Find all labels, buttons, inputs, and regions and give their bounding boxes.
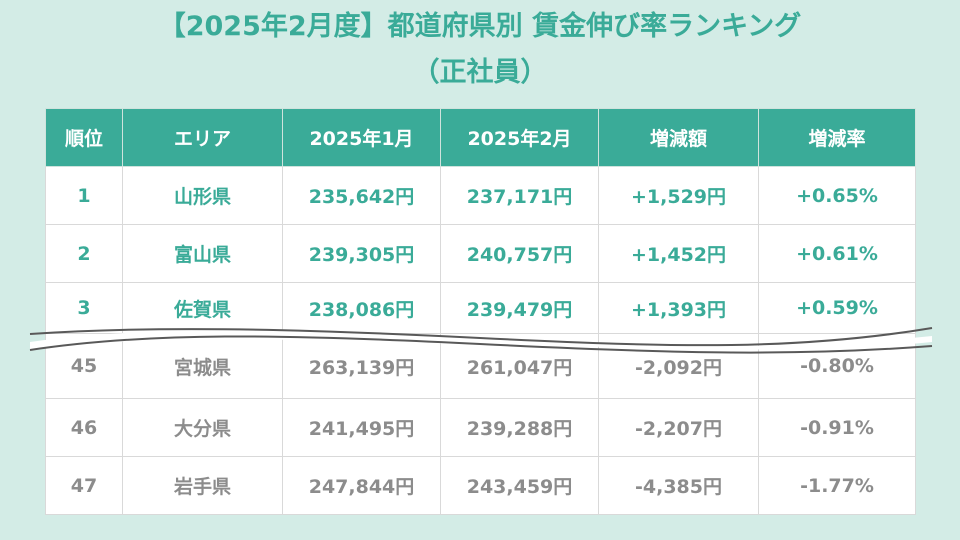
cell-area: 宮城県 [122, 333, 283, 399]
cell-area: 山形県 [122, 166, 283, 225]
table-row: 2 富山県 239,305円 240,757円 +1,452円 +0.61% [45, 224, 916, 283]
cell-rank: 3 [45, 282, 123, 334]
table-row: 45 宮城県 263,139円 261,047円 -2,092円 -0.80% [45, 333, 916, 399]
cell-change-rate: +0.65% [758, 166, 916, 225]
cell-change-amount: +1,452円 [598, 224, 759, 283]
cell-feb: 240,757円 [440, 224, 599, 283]
cell-rank: 2 [45, 224, 123, 283]
table-header-row: 順位 エリア 2025年1月 2025年2月 増減額 増減率 [45, 108, 916, 167]
cell-feb: 239,288円 [440, 398, 599, 457]
ranking-table: 順位 エリア 2025年1月 2025年2月 増減額 増減率 1 山形県 235… [45, 108, 916, 515]
cell-change-amount: +1,393円 [598, 282, 759, 334]
table-row: 3 佐賀県 238,086円 239,479円 +1,393円 +0.59% [45, 282, 916, 334]
cell-jan: 238,086円 [282, 282, 441, 334]
cell-change-amount: -4,385円 [598, 456, 759, 515]
table-row: 1 山形県 235,642円 237,171円 +1,529円 +0.65% [45, 166, 916, 225]
cell-rank: 45 [45, 333, 123, 399]
header-rank: 順位 [45, 108, 123, 167]
page-title: 【2025年2月度】都道府県別 賃金伸び率ランキング [158, 11, 802, 42]
cell-rank: 47 [45, 456, 123, 515]
cell-change-amount: +1,529円 [598, 166, 759, 225]
header-jan-2025: 2025年1月 [282, 108, 441, 167]
page-subtitle: （正社員） [412, 57, 548, 88]
ranking-table-container: 順位 エリア 2025年1月 2025年2月 増減額 増減率 1 山形県 235… [45, 108, 916, 515]
cell-change-rate: +0.59% [758, 282, 916, 334]
cell-change-rate: +0.61% [758, 224, 916, 283]
cell-feb: 243,459円 [440, 456, 599, 515]
table-row: 47 岩手県 247,844円 243,459円 -4,385円 -1.77% [45, 456, 916, 515]
cell-change-rate: -0.91% [758, 398, 916, 457]
cell-area: 大分県 [122, 398, 283, 457]
cell-change-amount: -2,207円 [598, 398, 759, 457]
cell-jan: 247,844円 [282, 456, 441, 515]
cell-feb: 261,047円 [440, 333, 599, 399]
header-change-amount: 増減額 [598, 108, 759, 167]
cell-area: 佐賀県 [122, 282, 283, 334]
cell-rank: 46 [45, 398, 123, 457]
cell-jan: 263,139円 [282, 333, 441, 399]
cell-rank: 1 [45, 166, 123, 225]
cell-area: 富山県 [122, 224, 283, 283]
cell-jan: 241,495円 [282, 398, 441, 457]
cell-change-rate: -1.77% [758, 456, 916, 515]
cell-jan: 235,642円 [282, 166, 441, 225]
cell-jan: 239,305円 [282, 224, 441, 283]
table-row: 46 大分県 241,495円 239,288円 -2,207円 -0.91% [45, 398, 916, 457]
cell-area: 岩手県 [122, 456, 283, 515]
header-area: エリア [122, 108, 283, 167]
cell-change-amount: -2,092円 [598, 333, 759, 399]
cell-change-rate: -0.80% [758, 333, 916, 399]
cell-feb: 237,171円 [440, 166, 599, 225]
header-feb-2025: 2025年2月 [440, 108, 599, 167]
header-change-rate: 増減率 [758, 108, 916, 167]
cell-feb: 239,479円 [440, 282, 599, 334]
